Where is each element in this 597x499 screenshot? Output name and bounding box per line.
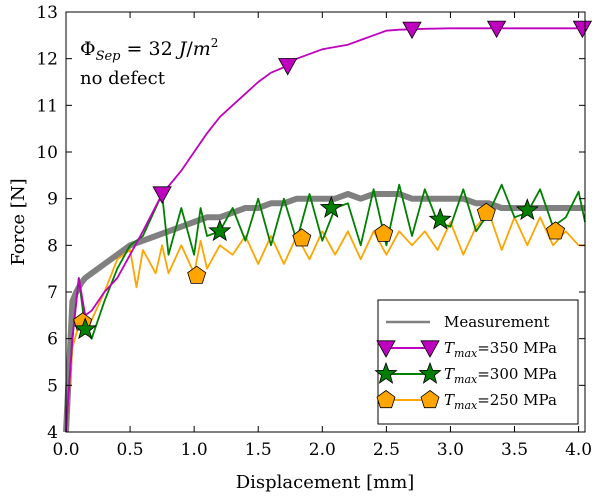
legend-marker-1 (420, 340, 440, 358)
series-3-marker (187, 265, 207, 284)
series-2-marker (73, 317, 97, 340)
y-tick-label: 12 (36, 50, 58, 70)
x-axis: 0.0 0.5 1.0 1.5 2.0 2.5 3.0 3.5 4.0 (52, 12, 592, 460)
y-tick-label: 8 (47, 236, 58, 256)
annotation-value: = 32 (121, 38, 179, 60)
plot-markers (73, 20, 593, 340)
series-line-1 (65, 27, 585, 433)
x-tick-label: 3.0 (437, 440, 464, 460)
x-axis-label: Displacement [mm] (236, 472, 415, 493)
series-3-marker (546, 221, 566, 240)
y-tick-label: 7 (47, 283, 58, 303)
series-1-marker (572, 20, 593, 39)
legend-label-3: Tmax=250 MPa (444, 391, 557, 412)
y-axis: 4 5 6 7 8 9 10 11 12 13 (36, 3, 585, 443)
annotation-subscript: Sep (96, 49, 122, 64)
legend-marker-1 (376, 340, 396, 358)
annotation: ΦSep = 32 J/m2 no defect (80, 36, 218, 89)
y-tick-label: 4 (47, 423, 58, 443)
legend-marker-3 (376, 390, 396, 409)
annotation-unit-exp: 2 (211, 36, 219, 50)
series-1-marker (278, 58, 298, 76)
series-3-marker (476, 202, 496, 221)
annotation-unit-main: J (175, 38, 188, 60)
series-line-2 (65, 183, 586, 433)
y-tick-label: 9 (47, 190, 58, 210)
x-tick-label: 1.0 (181, 440, 208, 460)
x-tick-label: 4.0 (565, 440, 592, 460)
series-1-marker (486, 20, 507, 39)
x-tick-label: 3.5 (501, 440, 528, 460)
x-tick-label: 0.0 (52, 440, 79, 460)
plot-frame (65, 11, 586, 433)
annotation-symbol: Φ (80, 38, 96, 60)
annotation-unit-sep: / (186, 38, 193, 60)
annotation-line2: no defect (80, 68, 166, 89)
y-axis-label: Force [N] (8, 178, 29, 265)
x-tick-label: 0.5 (117, 440, 144, 460)
legend-marker-2 (374, 361, 398, 384)
series-3-marker (374, 223, 394, 242)
series-2-marker (208, 219, 232, 242)
series-line-0 (63, 191, 585, 433)
legend-entries: Measurement Tmax=350 MPa Tmax=300 MPa Tmax=… (374, 313, 557, 412)
legend-marker-3 (420, 390, 440, 409)
x-tick-label: 2.5 (373, 440, 400, 460)
y-tick-label: 13 (36, 3, 58, 23)
y-tick-label: 11 (36, 96, 58, 116)
series-1-marker (152, 186, 172, 204)
y-tick-label: 5 (47, 376, 58, 396)
annotation-unit-base: m (193, 38, 211, 60)
legend-label-1: Tmax=350 MPa (444, 339, 557, 360)
series-2-marker (428, 207, 452, 230)
legend-label-2: Tmax=300 MPa (444, 365, 557, 386)
legend-label-0: Measurement (444, 313, 549, 331)
x-tick-label: 2.0 (309, 440, 336, 460)
series-1-marker (402, 21, 422, 40)
series-3-marker (292, 228, 312, 247)
legend: Measurement Tmax=350 MPa Tmax=300 MPa Tmax=… (374, 299, 579, 425)
plot-lines (63, 27, 586, 433)
y-tick-label: 6 (47, 330, 58, 350)
x-tick-label: 1.5 (245, 440, 272, 460)
legend-marker-2 (418, 361, 442, 384)
legend-box (377, 299, 579, 425)
annotation-line1: ΦSep = 32 J/m2 (80, 36, 218, 64)
y-tick-label: 10 (36, 143, 58, 163)
series-2-marker (515, 198, 539, 221)
series-2-marker (319, 195, 343, 218)
